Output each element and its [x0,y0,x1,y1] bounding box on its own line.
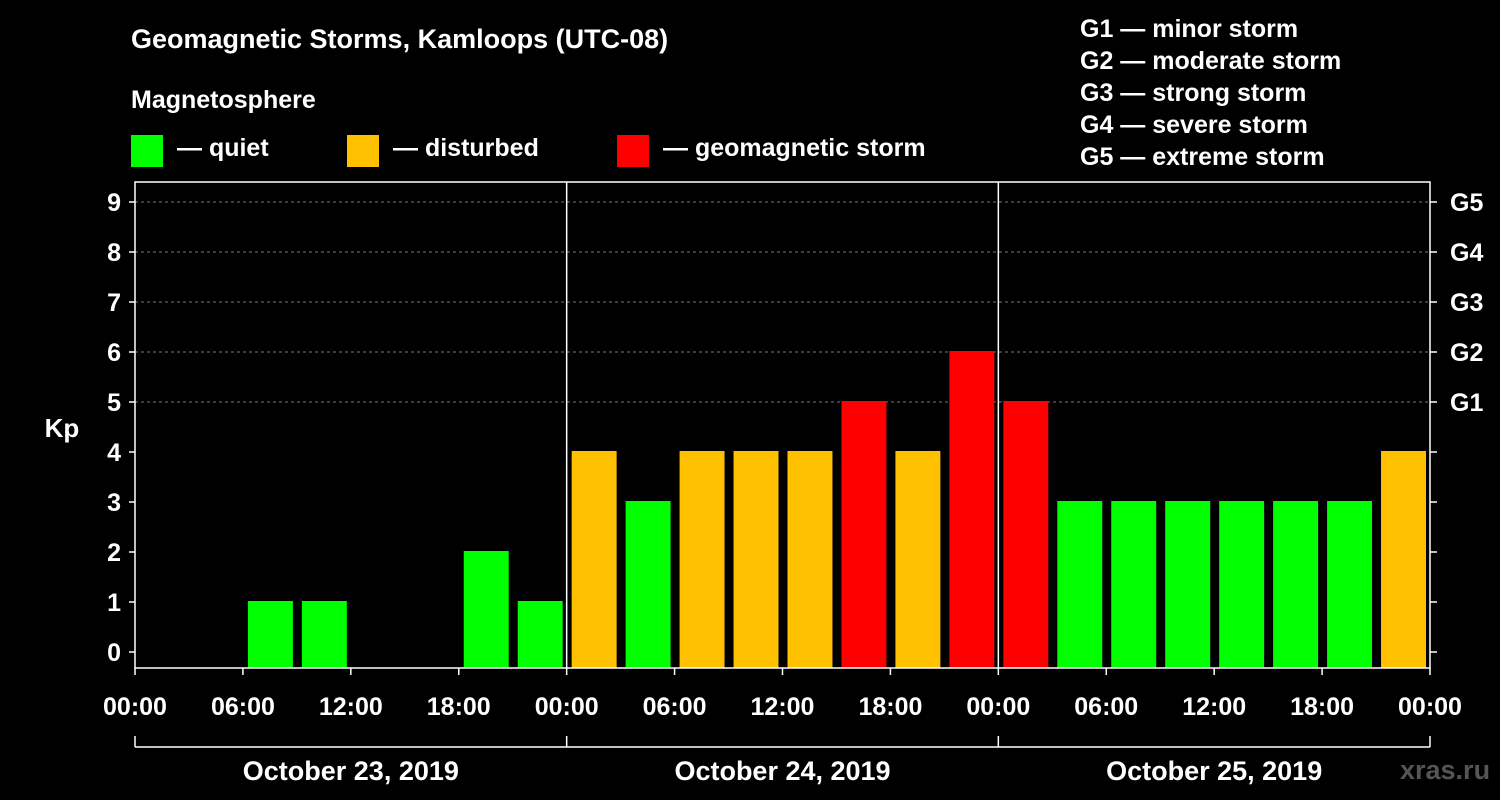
y-tick-label-3: 3 [107,489,121,517]
x-tick-label-6: 12:00 [751,693,815,721]
g-scale-label-g1: G1 [1450,389,1483,417]
y-tick-label-7: 7 [107,289,121,317]
bar-17 [1057,501,1103,668]
axes: 0 1 2 3 4 5 6 7 8 9 G1 G2 G3 G4 G5 00:00 06:00 12:00 18:00… [103,181,1483,786]
bar-14 [895,451,941,668]
x-tick-label-3: 18:00 [427,693,491,721]
bar-15 [949,351,995,668]
day-label-2: October 25, 2019 [1106,756,1322,786]
bar-9 [625,501,671,668]
gridlines [135,201,1430,403]
y-tick-label-2: 2 [107,539,121,567]
bar-20 [1219,501,1265,668]
bar-8 [571,451,617,668]
bar-12 [787,451,833,668]
g-scale-label-g5: G5 [1450,189,1483,217]
x-tick-label-11: 18:00 [1290,693,1354,721]
g-scale-label-g3: G3 [1450,289,1483,317]
x-tick-label-7: 18:00 [858,693,922,721]
y-tick-label-6: 6 [107,339,121,367]
quiet-swatch [131,135,163,167]
bar-13 [841,401,887,668]
bar-18 [1111,501,1157,668]
legend-heading: Magnetosphere [131,86,316,114]
bars [247,351,1426,668]
x-tick-label-1: 06:00 [211,693,275,721]
g4-legend: G4 — severe storm [1080,111,1308,139]
x-tick-label-10: 12:00 [1182,693,1246,721]
y-axis-label: Kp [45,413,80,443]
bar-22 [1327,501,1373,668]
bar-10 [679,451,725,668]
bar-11 [733,451,779,668]
y-tick-label-9: 9 [107,189,121,217]
bar-6 [463,551,509,668]
g2-legend: G2 — moderate storm [1080,47,1342,75]
disturbed-swatch [347,135,379,167]
g-scale-label-g2: G2 [1450,339,1483,367]
bar-7 [517,601,563,668]
day-label-0: October 23, 2019 [243,756,459,786]
x-tick-label-12: 00:00 [1398,693,1462,721]
g1-legend: G1 — minor storm [1080,15,1299,43]
bar-3 [301,601,347,668]
g5-legend: G5 — extreme storm [1080,143,1325,171]
disturbed-legend-label: — disturbed [393,134,539,162]
day-label-1: October 24, 2019 [674,756,890,786]
y-tick-label-4: 4 [107,439,121,467]
bar-16 [1003,401,1049,668]
y-tick-label-5: 5 [107,389,121,417]
y-tick-label-1: 1 [107,589,121,617]
x-tick-label-0: 00:00 [103,693,167,721]
g3-legend: G3 — strong storm [1080,79,1307,107]
bar-23 [1381,451,1426,668]
y-tick-label-0: 0 [107,639,121,667]
g-scale-label-g4: G4 [1450,239,1483,267]
quiet-legend-label: — quiet [177,134,269,162]
x-tick-label-5: 06:00 [643,693,707,721]
x-tick-label-4: 00:00 [535,693,599,721]
bar-2 [247,601,293,668]
bar-21 [1273,501,1319,668]
x-tick-label-8: 00:00 [966,693,1030,721]
watermark: xras.ru [1400,755,1491,785]
storm-swatch [617,135,649,167]
bar-19 [1165,501,1211,668]
y-tick-label-8: 8 [107,239,121,267]
chart-title: Geomagnetic Storms, Kamloops (UTC-08) [131,24,669,54]
x-tick-label-9: 06:00 [1074,693,1138,721]
storm-legend-label: — geomagnetic storm [663,134,926,162]
x-tick-label-2: 12:00 [319,693,383,721]
